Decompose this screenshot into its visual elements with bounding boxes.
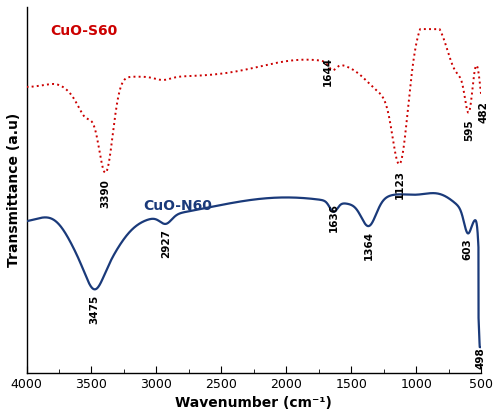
Text: 1644: 1644 [323, 57, 333, 86]
X-axis label: Wavenumber (cm⁻¹): Wavenumber (cm⁻¹) [176, 396, 332, 410]
Text: 482: 482 [478, 101, 488, 123]
Text: 603: 603 [462, 239, 472, 260]
Y-axis label: Transmittance (a.u): Transmittance (a.u) [7, 113, 21, 267]
Text: CuO-N60: CuO-N60 [144, 199, 212, 213]
Text: 1123: 1123 [395, 170, 405, 199]
Text: 2927: 2927 [161, 229, 171, 258]
Text: 498: 498 [476, 347, 486, 369]
Text: 595: 595 [464, 119, 473, 141]
Text: CuO-S60: CuO-S60 [50, 24, 117, 38]
Text: 1636: 1636 [328, 203, 338, 232]
Text: 3475: 3475 [90, 294, 100, 324]
Text: 3390: 3390 [100, 179, 110, 208]
Text: 1364: 1364 [364, 231, 374, 260]
